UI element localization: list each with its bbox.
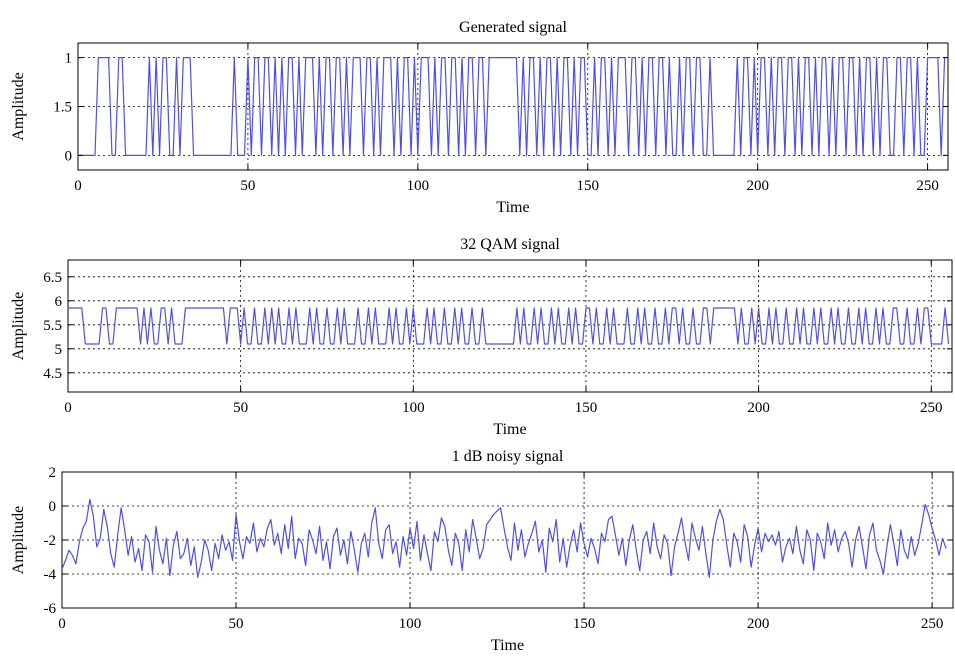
- y-tick-label: -6: [44, 601, 57, 617]
- y-axis-label: Amplitude: [10, 72, 27, 140]
- y-axis-label: Amplitude: [10, 292, 27, 360]
- chart-panel-2: 0 50 100 150 200 250 4.5 5 5.5 6 6.5 32 QAM signal T…: [10, 236, 953, 438]
- x-tick-label: 100: [407, 178, 430, 194]
- x-tick-label: 150: [577, 178, 600, 194]
- y-tick-label: 1: [65, 51, 73, 67]
- chart-title: Generated signal: [459, 19, 568, 36]
- x-tick-label: 100: [399, 616, 422, 632]
- y-tick-label: 0: [65, 148, 73, 164]
- x-tick-label: 250: [916, 178, 939, 194]
- x-tick-label: 150: [575, 400, 598, 416]
- x-tick-label: 250: [920, 400, 943, 416]
- x-tick-label: 100: [402, 400, 425, 416]
- x-tick-label: 250: [921, 616, 944, 632]
- chart-panel-1: 0 50 100 150 200 250 0 1.5 1 Generated signal Time…: [10, 19, 949, 216]
- signal-trace: [78, 57, 946, 156]
- x-tick-label: 0: [64, 400, 72, 416]
- y-tick-label: 4.5: [43, 366, 62, 382]
- signal-trace: [61, 498, 947, 579]
- x-tick-label: 50: [233, 400, 248, 416]
- y-tick-label: 5.5: [43, 318, 62, 334]
- x-tick-label: 0: [58, 616, 66, 632]
- y-axis-label: Amplitude: [10, 506, 27, 574]
- x-axis-label: Time: [493, 421, 526, 438]
- y-tick-label: 2: [49, 465, 57, 481]
- x-tick-label: 0: [74, 178, 82, 194]
- chart-panel-3: 0 50 100 150 200 250 -6 -4 -2 0 2 1 dB noisy signal…: [10, 448, 954, 654]
- y-tick-label: 5: [55, 342, 63, 358]
- x-axis-label: Time: [491, 637, 524, 654]
- x-axis-label: Time: [496, 199, 529, 216]
- x-tick-label: 200: [747, 400, 770, 416]
- x-tick-label: 50: [240, 178, 255, 194]
- signal-trace: [68, 307, 950, 345]
- y-tick-label: -4: [44, 567, 57, 583]
- x-tick-label: 50: [229, 616, 244, 632]
- y-tick-label: 0: [49, 499, 57, 515]
- chart-title: 32 QAM signal: [460, 236, 560, 253]
- y-tick-label: -2: [44, 533, 57, 549]
- chart-title: 1 dB noisy signal: [452, 448, 564, 465]
- x-tick-label: 150: [573, 616, 596, 632]
- x-tick-label: 200: [747, 616, 770, 632]
- y-tick-label: 6: [55, 294, 63, 310]
- y-tick-label: 6.5: [43, 270, 62, 286]
- x-tick-label: 200: [746, 178, 769, 194]
- y-tick-label: 1.5: [53, 100, 72, 116]
